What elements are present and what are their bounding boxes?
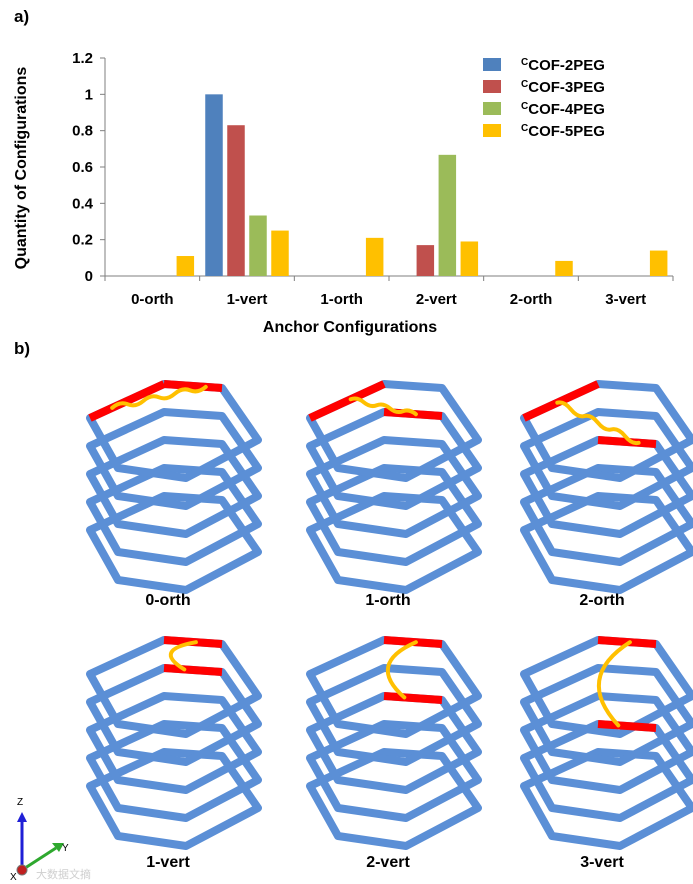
hexagon-layer <box>306 464 482 566</box>
x-tick-label: 1-orth <box>320 291 363 308</box>
hexagon-layer <box>520 692 693 794</box>
hexagon-layer <box>520 748 693 850</box>
panel-label-a: a) <box>14 7 29 26</box>
legend-swatch <box>483 80 501 93</box>
peg-chain <box>168 640 198 672</box>
peg-chain <box>348 396 418 417</box>
hexagon-layer <box>306 492 482 594</box>
structure-panel: 0-orth 1-orth 2-orth 1-vert 2-vert 3-vert <box>86 380 693 871</box>
peg-chain <box>385 640 418 700</box>
bar-cof-5peg-1-orth <box>365 237 384 276</box>
bar-cof-5peg-1-vert <box>271 230 289 276</box>
axes-triad: Z Y X <box>10 797 69 883</box>
structure-label: 1-orth <box>365 592 410 609</box>
hexagon-layer <box>86 692 262 794</box>
legend-swatch <box>483 58 501 71</box>
x-tick-label: 1-vert <box>227 291 268 308</box>
anchor-edge <box>383 692 443 704</box>
structure-1-vert: 1-vert <box>86 636 262 871</box>
hexagon-layer <box>520 664 693 766</box>
structure-label: 0-orth <box>145 592 190 609</box>
bar-cof-2peg-1-vert <box>205 94 223 276</box>
structure-2-vert: 2-vert <box>306 636 482 871</box>
panel-label-b: b) <box>14 339 30 358</box>
legend-swatch <box>483 124 501 137</box>
hexagon-layer <box>520 464 693 566</box>
x-axis-label-triad: X <box>10 872 17 883</box>
structure-2-orth: 2-orth <box>520 380 693 609</box>
x-tick-label: 3-vert <box>605 291 646 308</box>
structure-label: 1-vert <box>146 854 190 871</box>
hexagon-layer <box>86 464 262 566</box>
structure-label: 3-vert <box>580 854 624 871</box>
hexagon-layer <box>306 720 482 822</box>
hexagon-layer <box>520 408 693 510</box>
peg-chain <box>596 640 632 728</box>
hexagon-layer <box>86 748 262 850</box>
structure-1-orth: 1-orth <box>306 380 482 609</box>
z-arrowhead-icon <box>17 812 27 822</box>
anchor-edge <box>88 380 166 422</box>
y-arrowhead-icon <box>52 843 64 852</box>
bar-cof-5peg-0-orth <box>176 256 195 276</box>
x-tick-label: 2-vert <box>416 291 457 308</box>
anchor-edge <box>597 720 657 732</box>
y-tick-label: 0.4 <box>72 195 94 212</box>
anchor-edge <box>597 436 657 448</box>
peg-chain <box>555 400 641 446</box>
y-tick-label: 1 <box>85 86 93 103</box>
bar-cof-4peg-1-vert <box>249 215 267 276</box>
structure-label: 2-orth <box>579 592 624 609</box>
bar-cof-3peg-2-vert <box>416 245 435 276</box>
y-tick-label: 0.2 <box>72 232 93 249</box>
y-tick-label: 1.2 <box>72 50 93 67</box>
y-axis-arrow <box>21 846 57 872</box>
y-tick-label: 0 <box>85 268 93 285</box>
anchor-edge <box>163 664 223 676</box>
anchor-edge <box>163 380 223 392</box>
x-tick-label: 2-orth <box>510 291 553 308</box>
bar-cof-4peg-2-vert <box>438 154 457 276</box>
structure-3-vert: 3-vert <box>520 636 693 871</box>
hexagon-layer <box>86 408 262 510</box>
y-axis-label: Quantity of Configurations <box>13 67 30 270</box>
bar-cof-5peg-2-vert <box>460 241 479 276</box>
x-axis-label: Anchor Configurations <box>263 319 437 336</box>
hexagon-layer <box>86 720 262 822</box>
legend-label: CCOF-5PEG <box>521 123 605 140</box>
hexagon-layer <box>306 436 482 538</box>
legend-label: CCOF-3PEG <box>521 79 605 96</box>
bar-cof-5peg-2-orth <box>555 260 573 276</box>
y-tick-label: 0.6 <box>72 159 93 176</box>
y-ticks: 0 0.2 0.4 0.6 0.8 1 1.2 <box>72 50 105 285</box>
y-tick-label: 0.8 <box>72 123 93 140</box>
hexagon-layer <box>306 664 482 766</box>
legend-label: CCOF-4PEG <box>521 101 605 118</box>
bar-chart: 0 0.2 0.4 0.6 0.8 1 1.2 0-orth 1-vert 1-orth 2-ve… <box>13 50 674 336</box>
legend-swatch <box>483 102 501 115</box>
bar-cof-3peg-1-vert <box>227 125 245 276</box>
bar-cof-5peg-3-vert <box>649 250 668 276</box>
structure-label: 2-vert <box>366 854 410 871</box>
legend-label: CCOF-2PEG <box>521 57 605 74</box>
hexagon-layer <box>520 492 693 594</box>
hexagon-layer <box>306 748 482 850</box>
x-axis-marker-icon <box>16 864 28 876</box>
hexagon-layer <box>86 492 262 594</box>
hexagon-layer <box>86 436 262 538</box>
y-axis-label-triad: Y <box>62 843 69 854</box>
watermark-text: 大数据文摘 <box>36 867 91 881</box>
peg-chain <box>110 384 208 410</box>
legend: CCOF-2PEG CCOF-3PEG CCOF-4PEG CCOF-5PEG <box>483 57 605 140</box>
structure-0-orth: 0-orth <box>86 380 262 609</box>
x-ticks: 0-orth 1-vert 1-orth 2-vert 2-orth 3-vert <box>104 276 674 308</box>
bars <box>176 94 668 276</box>
x-tick-label: 0-orth <box>131 291 174 308</box>
z-axis-label: Z <box>17 797 23 808</box>
anchor-edge <box>308 380 386 422</box>
